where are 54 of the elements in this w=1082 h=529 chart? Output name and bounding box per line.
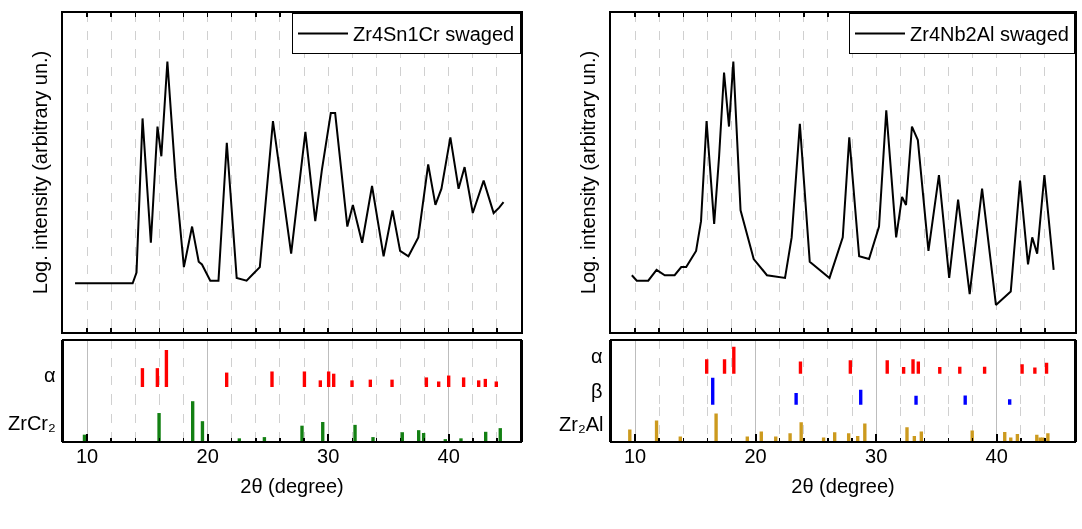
bar	[371, 437, 375, 442]
bar	[326, 371, 331, 388]
y-axis-title: Zr₂Al	[559, 413, 604, 435]
x-tick-label: 40	[437, 445, 460, 467]
bar	[848, 360, 853, 374]
bar	[390, 379, 394, 388]
bar	[477, 380, 481, 388]
bar	[901, 367, 906, 374]
bar	[424, 377, 429, 388]
y-axis-title: α	[591, 345, 603, 367]
bar	[350, 380, 354, 388]
x-axis-title: 2θ (degree)	[240, 474, 344, 497]
bar	[494, 381, 498, 388]
x-tick-label: 40	[985, 445, 1008, 467]
bar	[1033, 367, 1037, 374]
bar	[300, 425, 304, 442]
bar	[794, 392, 798, 405]
bar	[863, 423, 867, 442]
x-tick-label: 10	[75, 445, 99, 467]
bar	[270, 371, 274, 388]
x-tick-label: 20	[196, 445, 219, 467]
bar	[799, 422, 803, 442]
bar	[461, 377, 466, 388]
bar	[302, 371, 307, 388]
x-tick-label: 20	[744, 445, 767, 467]
bar	[885, 360, 889, 374]
y-axis-title: Log. intensity (arbitrary un.)	[29, 50, 51, 295]
x-tick-label: 30	[865, 445, 888, 467]
bar	[722, 359, 727, 374]
bar	[963, 395, 967, 405]
bar	[1020, 364, 1024, 374]
bar	[938, 367, 942, 374]
bar	[911, 359, 915, 374]
bar	[705, 359, 709, 374]
bar	[1007, 399, 1012, 405]
y-axis-title: α	[44, 364, 56, 386]
x-axis-title: 2θ (degree)	[791, 474, 895, 497]
bar	[905, 427, 909, 442]
bar	[318, 380, 323, 388]
x-tick-label: 10	[623, 445, 647, 467]
y-axis-title: Log. intensity (arbitrary un.)	[577, 50, 599, 295]
bar	[714, 413, 718, 442]
x-tick-label: 30	[317, 445, 340, 467]
legend-label: Zr4Nb2Al swaged	[910, 23, 1069, 46]
bar	[914, 395, 918, 405]
y-axis-title: β	[591, 380, 603, 402]
legend-label: Zr4Sn1Cr swaged	[353, 23, 515, 46]
bar	[157, 413, 161, 442]
bar	[353, 424, 357, 442]
bar	[788, 433, 792, 442]
bar	[436, 381, 441, 388]
bar	[459, 438, 463, 442]
bar	[732, 346, 736, 374]
y-axis-title: ZrCr₂	[8, 412, 56, 434]
